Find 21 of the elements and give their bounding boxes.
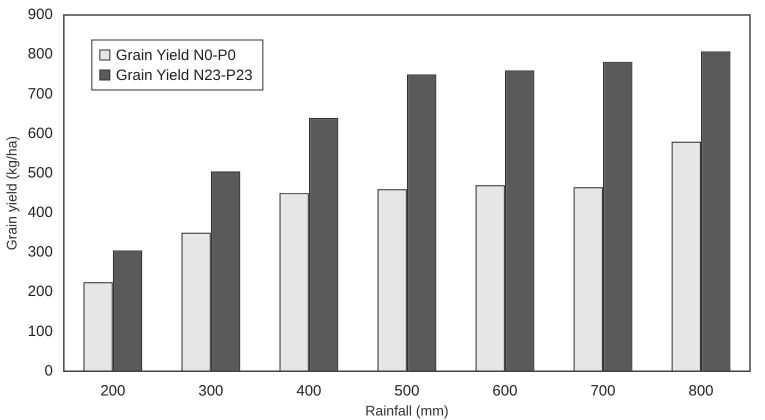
y-axis-title: Grain yield (kg/ha) [3,136,20,250]
y-tick-label: 100 [28,322,53,340]
legend-label: Grain Yield N23-P23 [116,67,253,84]
x-tick-label: 600 [492,382,518,400]
x-tick-label: 500 [394,382,420,400]
legend-label: Grain Yield N0-P0 [116,47,236,64]
x-axis-title: Rainfall (mm) [365,402,449,418]
y-tick-label: 600 [28,124,53,142]
y-tick-label: 300 [28,244,53,261]
y-tick-label: 400 [28,204,53,222]
x-tick-label: 200 [100,382,126,400]
x-tick-label: 300 [198,382,224,400]
y-tick-label: 700 [28,85,53,102]
x-tick-label: 400 [296,382,322,400]
y-tick-label: 200 [28,283,53,300]
x-tick-label: 700 [590,382,616,400]
y-tick-label: 900 [28,6,53,24]
y-tick-label: 800 [28,46,53,63]
y-tick-label: 500 [28,164,53,182]
y-tick-label: 0 [44,362,53,380]
x-tick-label: 800 [688,382,714,400]
